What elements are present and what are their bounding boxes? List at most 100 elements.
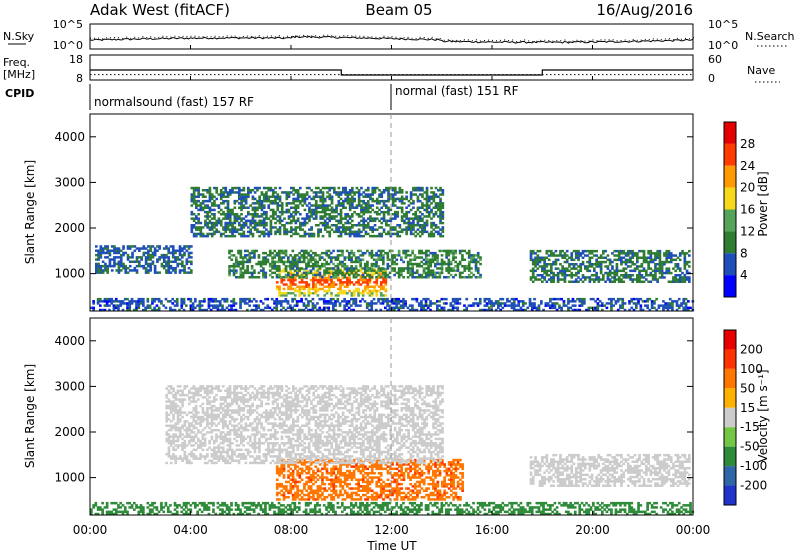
power-cells-cell [231,189,234,191]
power-cells-cell [497,307,500,309]
power-cells-cell [165,245,168,247]
power-cells-cell [319,191,322,193]
power-cells-cell [295,209,298,211]
power-cells-cell [541,274,544,276]
power-cells-cell [681,281,684,283]
power-cells-cell [686,276,689,278]
power-cells-cell [288,191,291,193]
power-cells-cell [557,254,560,256]
power-cells-cell [213,224,216,226]
power-cells-cell [353,252,356,254]
vel-cells-cell [522,508,525,510]
power-cells-cell [273,261,276,263]
power-cells-cell [351,191,354,193]
power-cells-cell [124,271,127,273]
vel-cells-cell [418,511,421,513]
power-cells-cell [233,298,236,300]
power-cells-cell [387,189,390,191]
vel-cells-cell [117,511,120,513]
power-cells-cell [412,233,415,235]
power-cells-cell [272,215,275,217]
power-cells-cell [344,189,347,191]
power-cells-cell [176,265,179,267]
power-cells-cell [224,235,227,237]
power-cells-cell [331,200,334,202]
power-cells-cell [417,215,420,217]
power-cells-cell [425,272,428,274]
power-cells-cell [183,245,186,247]
vel-cells-cell [490,502,493,504]
vel-cells-cell [287,504,290,506]
power-cells-cell [290,191,293,193]
power-cells-cell [179,263,182,265]
power-cells-cell [310,269,313,271]
power-cells-cell [275,300,278,302]
power-cells-cell [292,250,295,252]
power-cells-cell [106,250,109,252]
vel-cells-cell [542,502,545,504]
power-cells-cell [631,252,634,254]
power-cells-cell [296,272,299,274]
power-cells-cell [321,298,324,300]
power-cells-cell [236,231,239,233]
vel-cells-cell [115,502,118,504]
power-cells-cell [100,254,103,256]
power-ytick-label-1: 3000 [54,175,85,189]
vel-cells-cell [242,502,245,504]
power-cells-cell [369,215,372,217]
power-cells-cell [591,252,594,254]
vel-cells-cell [271,504,274,506]
power-cells-cell [337,269,340,271]
power-cells-cell [442,191,445,193]
power-cells-cell [658,307,661,309]
power-cells-cell [416,300,419,302]
power-cells-cell [201,304,204,306]
power-cells-cell [347,198,350,200]
vel-cells-cell [499,511,502,513]
power-cells-cell [92,307,95,309]
power-cells-cell [541,267,544,269]
power-cells-cell [331,215,334,217]
power-cells-cell [375,294,378,296]
power-cells-cell [442,228,445,230]
power-cells-cell [299,187,302,189]
power-cells-cell [418,274,421,276]
power-cells-cell [228,274,231,276]
power-cells-cell [247,231,250,233]
power-cells-cell [290,281,293,283]
power-cells-cell [567,298,570,300]
power-cells-cell [117,300,120,302]
power-cells-cell [410,228,413,230]
power-cells-cell [350,259,353,261]
power-cells-cell [616,254,619,256]
power-cells-cell [305,267,308,269]
power-cells-cell [161,263,164,265]
power-cells-cell [149,258,152,260]
power-cells-cell [611,276,614,278]
power-cells-cell [118,263,121,265]
power-colorbar-label: Power [dB] [756,171,770,236]
vel-cells-cell [298,506,301,508]
power-cells-cell [236,200,239,202]
power-cells-cell [643,281,646,283]
power-cells-cell [442,204,445,206]
power-cells-cell [393,300,396,302]
power-cells-cell [118,265,121,267]
power-cells-cell [371,276,374,278]
power-cells-cell [679,274,682,276]
power-cells-cell [287,279,290,281]
power-cells-cell [297,220,300,222]
power-cells-cell [390,228,393,230]
power-cells-cell [106,256,109,258]
power-cells-cell [143,254,146,256]
power-cells-cell [352,300,355,302]
power-cells-cell [511,307,514,309]
power-cells-cell [398,300,401,302]
power-cells-cell [106,269,109,271]
power-cells-cell [561,274,564,276]
vel-cells-cell [545,508,548,510]
power-cells-cell [364,281,367,283]
power-cells-cell [138,263,141,265]
power-cells-cell [109,261,112,263]
